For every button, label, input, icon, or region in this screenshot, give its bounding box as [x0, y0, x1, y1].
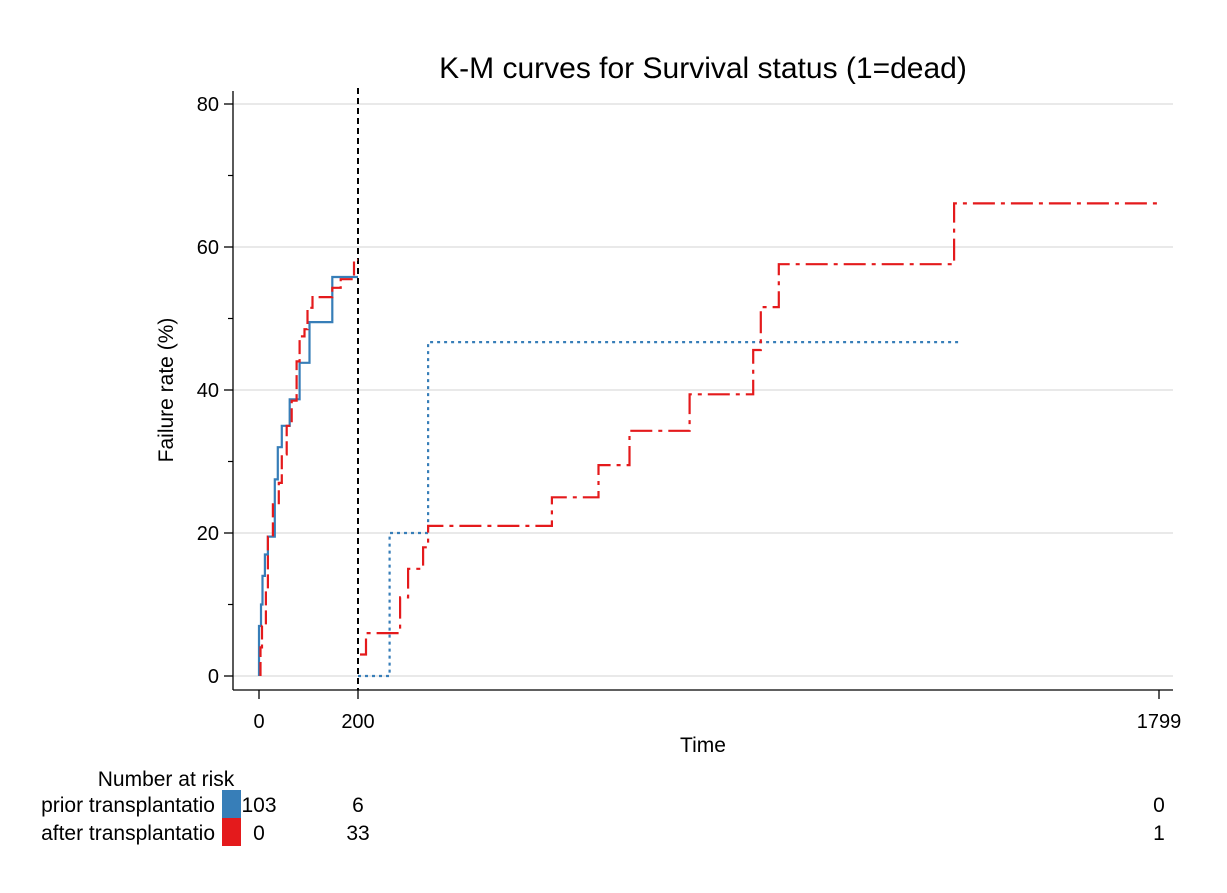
risk-table-title: Number at risk [98, 768, 235, 791]
km-curve-after-before [259, 258, 358, 676]
survival-curves [257, 202, 1159, 678]
chart-title: K-M curves for Survival status (1=dead) [439, 52, 967, 85]
axes: 0 20 40 60 80 0 200 1799 [197, 91, 1182, 733]
risk-value: 1 [1153, 822, 1165, 845]
risk-row-label: after transplantatio [41, 822, 215, 845]
km-curve-prior-after [358, 341, 960, 678]
risk-value: 0 [1153, 794, 1165, 817]
km-curve-after-after [360, 202, 1159, 656]
y-tick-label: 40 [197, 380, 219, 402]
y-tick-label: 60 [197, 237, 219, 259]
y-tick-label: 80 [197, 94, 219, 116]
grid-lines [233, 103, 1173, 677]
risk-value: 6 [352, 794, 364, 817]
y-axis-title: Failure rate (%) [155, 318, 178, 463]
risk-value: 33 [346, 822, 369, 845]
x-tick-label: 200 [341, 711, 374, 733]
risk-value: 0 [253, 822, 265, 845]
x-tick-label: 1799 [1137, 711, 1182, 733]
y-tick-label: 20 [197, 523, 219, 545]
x-tick-label: 0 [253, 711, 264, 733]
risk-row-label: prior transplantatio [41, 794, 215, 817]
km-curve-prior-before [257, 275, 358, 676]
risk-row-swatch [222, 790, 241, 818]
y-tick-label: 0 [208, 666, 219, 688]
risk-table: Number at risk prior transplantatio 103 6 0… [41, 768, 1165, 846]
risk-value: 103 [241, 794, 276, 817]
x-axis-title: Time [680, 734, 726, 757]
risk-row-swatch [222, 818, 241, 846]
